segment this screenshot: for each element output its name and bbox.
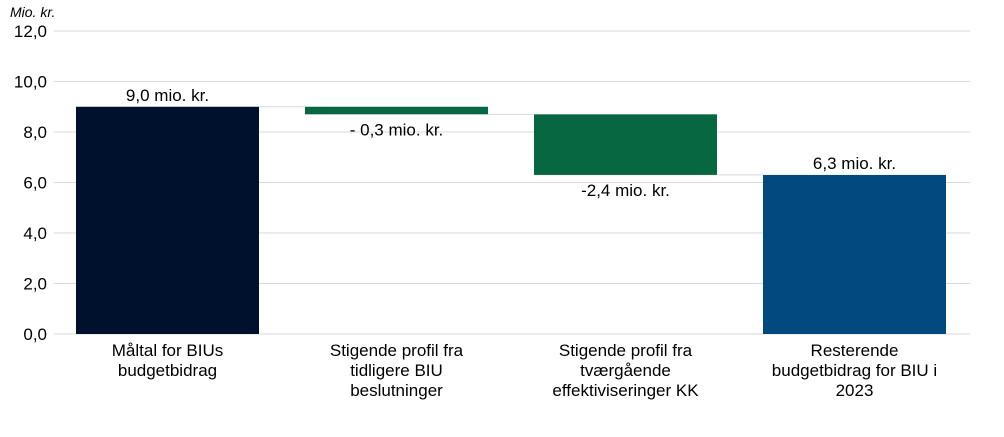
- bar-2: [305, 106, 488, 115]
- y-axis-unit-label: Mio. kr.: [10, 4, 55, 20]
- category-label: Måltal for BIUs: [112, 341, 223, 360]
- bars-layer: [76, 106, 946, 334]
- category-label: Stigende profil fra: [330, 341, 464, 360]
- category-label: 2023: [836, 381, 874, 400]
- y-tick-label: 0,0: [23, 325, 47, 344]
- category-label: budgetbidrag: [118, 361, 217, 380]
- category-label: tidligere BIU: [350, 361, 443, 380]
- category-label: Stigende profil fra: [559, 341, 693, 360]
- category-label: tværgående: [580, 361, 671, 380]
- bar-value-label: - 0,3 mio. kr.: [350, 120, 444, 139]
- y-tick-label: 2,0: [23, 275, 47, 294]
- y-tick-label: 10,0: [14, 73, 47, 92]
- y-tick-label: 4,0: [23, 224, 47, 243]
- category-label: budgetbidrag for BIU i: [772, 361, 937, 380]
- labels-layer: 0,0 2,0 4,0 6,0 8,0 10,0 12,0 9,0 mio. kr. Målta…: [14, 22, 937, 400]
- bar-3: [534, 114, 717, 175]
- y-tick-label: 6,0: [23, 174, 47, 193]
- y-tick-label: 12,0: [14, 22, 47, 41]
- bar-value-label: 9,0 mio. kr.: [126, 86, 209, 105]
- bar-value-label: -2,4 mio. kr.: [581, 181, 670, 200]
- bar-1: [76, 106, 259, 334]
- bar-value-label: 6,3 mio. kr.: [813, 154, 896, 173]
- bar-4: [763, 174, 946, 334]
- category-label: beslutninger: [350, 381, 443, 400]
- y-tick-label: 8,0: [23, 123, 47, 142]
- category-label: Resterende: [811, 341, 899, 360]
- category-label: effektiviseringer KK: [552, 381, 699, 400]
